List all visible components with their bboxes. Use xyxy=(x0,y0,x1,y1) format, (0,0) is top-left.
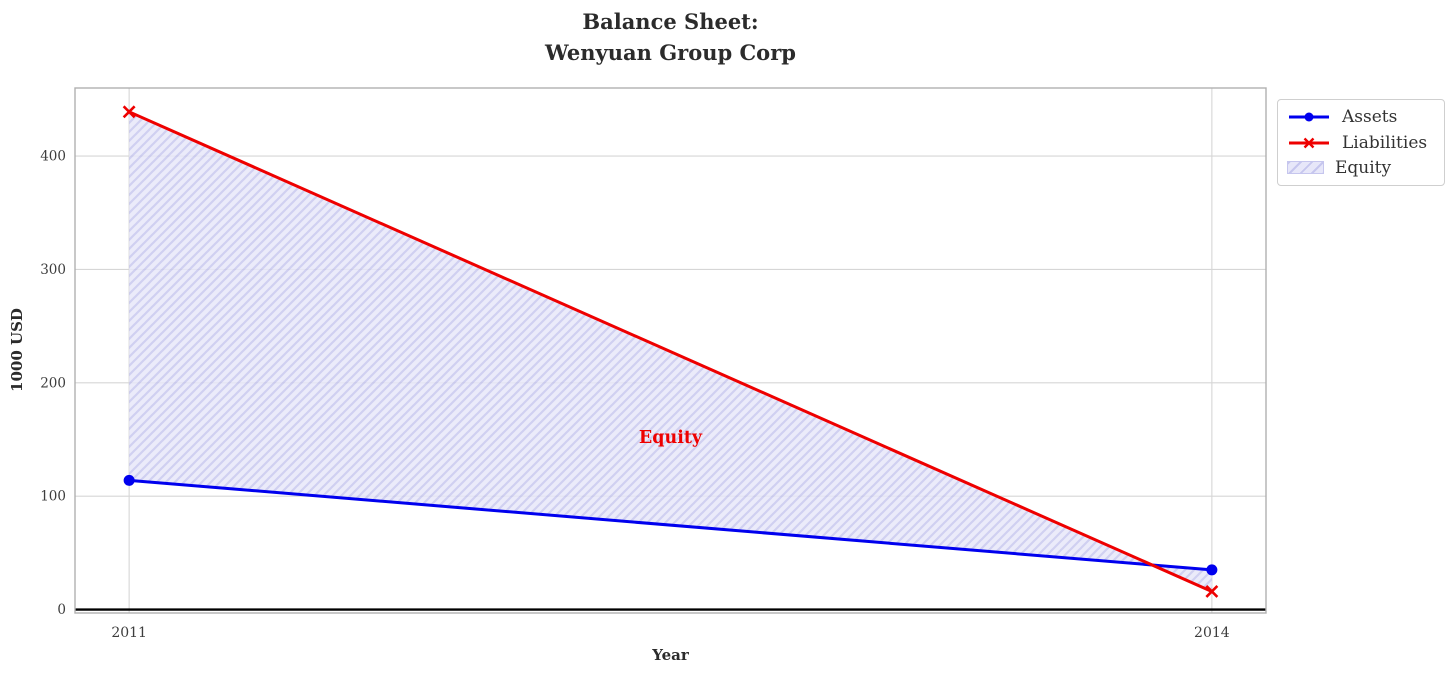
series-line-liabilities xyxy=(127,110,1214,593)
legend-item-equity: Equity xyxy=(1287,158,1435,178)
y-tick-label: 300 xyxy=(40,262,66,278)
y-tick-label: 0 xyxy=(57,602,66,618)
x-marker-icon xyxy=(122,105,136,119)
y-tick-label: 400 xyxy=(40,149,66,165)
legend-label-liabilities: Liabilities xyxy=(1342,132,1428,153)
circle-marker-icon xyxy=(123,474,135,486)
x-axis-label: Year xyxy=(652,646,689,664)
assets-line-sample xyxy=(1289,112,1329,122)
legend-label-assets: Assets xyxy=(1342,107,1398,128)
x-tick-label: 2011 xyxy=(111,625,147,641)
x-tick-label: 2014 xyxy=(1194,625,1230,641)
equity-hatch-swatch xyxy=(1287,161,1324,175)
legend-item-liabilities: Liabilities xyxy=(1287,133,1435,153)
circle-marker-icon xyxy=(1304,112,1314,122)
chart-title: Balance Sheet: Wenyuan Group Corp xyxy=(545,9,796,65)
equity-annotation: Equity xyxy=(638,428,703,449)
plot-border xyxy=(74,87,1267,614)
legend-label-equity: Equity xyxy=(1335,157,1392,178)
legend-item-assets: Assets xyxy=(1287,107,1435,127)
series-line-assets xyxy=(127,478,1214,572)
liabilities-line-sample xyxy=(1289,137,1329,148)
y-tick-label: 200 xyxy=(40,375,66,391)
x-marker-icon xyxy=(1303,137,1315,148)
x-marker-icon xyxy=(1205,585,1219,598)
y-tick-label: 100 xyxy=(40,489,66,505)
circle-marker-icon xyxy=(1206,564,1218,576)
legend: Assets Liabilities Equity xyxy=(1277,99,1445,186)
